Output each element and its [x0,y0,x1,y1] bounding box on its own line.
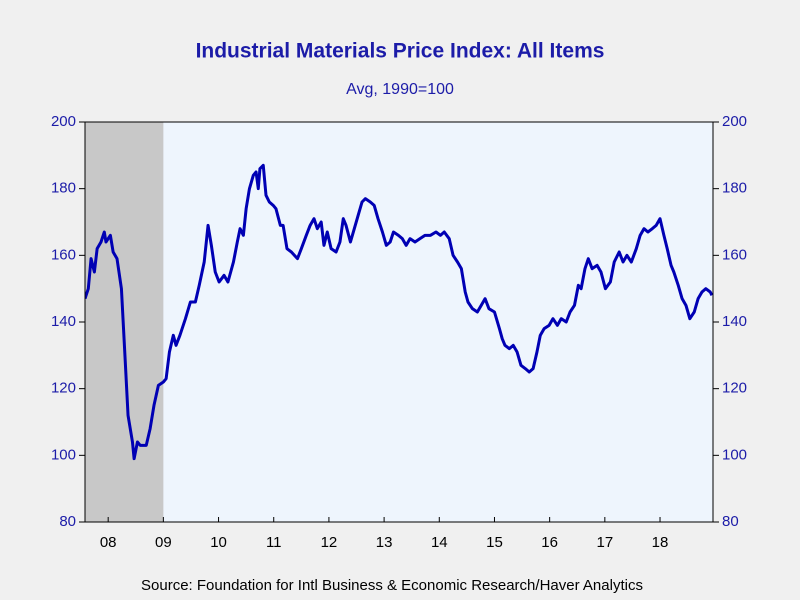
plot-frame [84,121,714,523]
y2-tick-label: 160 [722,246,747,263]
chart-subtitle: Avg, 1990=100 [346,81,454,98]
chart-title: Industrial Materials Price Index: All It… [196,40,605,63]
y2-tick-label: 120 [722,380,747,397]
plot-background [85,122,713,522]
y-tick-label: 180 [51,180,76,197]
x-tick-label: 18 [652,534,669,551]
x-tick-label: 16 [541,534,558,551]
x-tick-label: 10 [210,534,227,551]
recession-shade [85,122,164,522]
y2-tick-label: 180 [722,180,747,197]
x-tick-label: 17 [596,534,613,551]
y-tick-label: 80 [59,513,76,530]
y2-tick-label: 80 [722,513,739,530]
x-tick-label: 12 [321,534,338,551]
y-tick-label: 160 [51,246,76,263]
x-tick-label: 13 [376,534,393,551]
plot-area: 80 100 120 140 160 180 200 80 100 120 140 160 180 200… [51,113,747,551]
x-tick-label: 11 [266,534,282,551]
source-note: Source: Foundation for Intl Business & E… [141,577,643,594]
x-tick-label: 09 [155,534,172,551]
plot-clip [85,122,713,522]
x-tick-label: 15 [486,534,503,551]
y-tick-label: 120 [51,380,76,397]
data-line [85,163,713,461]
y-tick-label: 140 [51,313,76,330]
y2-tick-label: 140 [722,313,747,330]
y2-tick-label: 200 [722,113,747,130]
y-tick-label: 100 [51,446,76,463]
y-tick-label: 200 [51,113,76,130]
y2-tick-label: 100 [722,446,747,463]
x-tick-label: 08 [100,534,117,551]
x-tick-label: 14 [431,534,448,551]
